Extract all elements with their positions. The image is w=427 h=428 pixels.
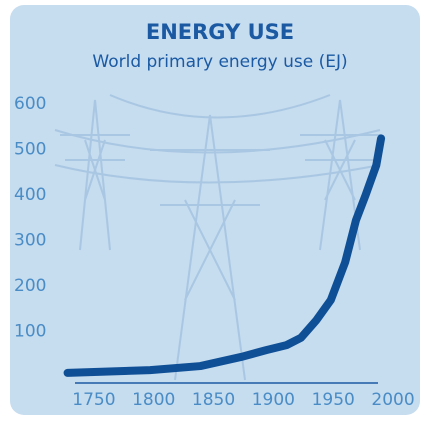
y-tick-label: 500 (14, 139, 46, 159)
x-tick-label: 1850 (192, 390, 235, 410)
y-tick-label: 100 (14, 321, 46, 341)
chart-title: ENERGY USE (146, 20, 294, 44)
y-tick-label: 300 (14, 230, 46, 250)
chart-subtitle: World primary energy use (EJ) (92, 52, 347, 72)
y-tick-label: 600 (14, 94, 46, 114)
x-tick-label: 1800 (132, 390, 175, 410)
page: {"chart_data": {"type": "line", "title":… (0, 0, 427, 424)
x-tick-label: 2000 (371, 390, 414, 410)
x-tick-label: 1900 (252, 390, 295, 410)
y-tick-label: 200 (14, 276, 46, 296)
x-tick-label: 1950 (312, 390, 355, 410)
x-tick-label: 1750 (72, 390, 115, 410)
chart: ENERGY USE World primary energy use (EJ)… (0, 0, 427, 424)
y-tick-label: 400 (14, 185, 46, 205)
